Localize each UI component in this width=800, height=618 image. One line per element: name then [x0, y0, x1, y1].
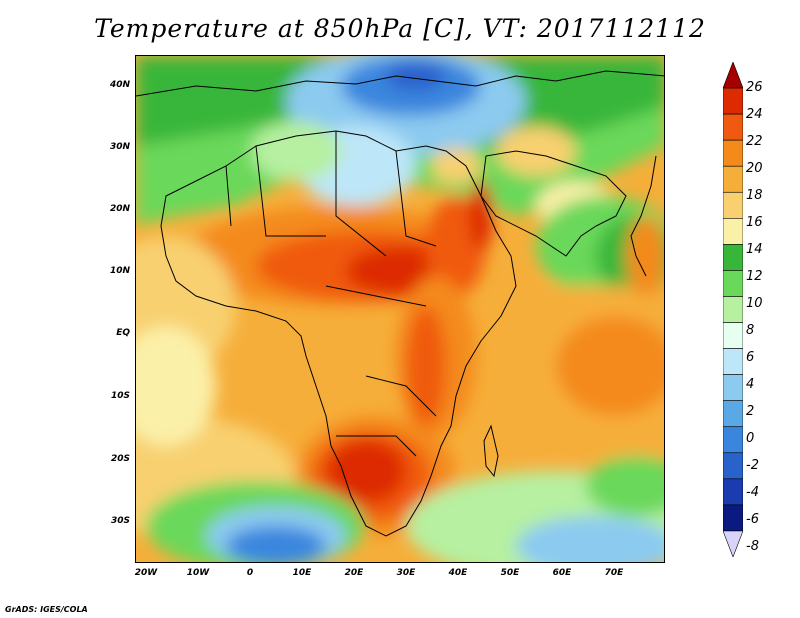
colorbar-label: 2: [746, 404, 755, 419]
lat-label-30n: 30N: [109, 142, 130, 152]
colorbar-swatch: [723, 322, 743, 349]
colorbar-top-triangle: [723, 62, 743, 89]
temperature-map: [135, 55, 665, 563]
colorbar-label: 20: [746, 161, 763, 176]
colorbar-label: 22: [746, 134, 763, 149]
colorbar-swatch: [723, 218, 743, 245]
colorbar-swatch: [723, 478, 743, 506]
colorbar-label: 16: [746, 215, 763, 230]
footer-credit: GrADS: IGES/COLA: [5, 605, 88, 614]
colorbar-bottom-triangle: [723, 530, 743, 557]
colorbar: [723, 62, 743, 557]
colorbar-swatch: [723, 165, 743, 193]
lon-label-60e: 60E: [552, 568, 572, 578]
colorbar-swatch: [723, 113, 743, 141]
colorbar-swatch: [723, 87, 743, 115]
colorbar-swatch: [723, 426, 743, 454]
colorbar-label: 10: [746, 296, 763, 311]
colorbar-swatch: [723, 244, 743, 271]
lon-label-30e: 30E: [396, 568, 416, 578]
colorbar-label: -2: [746, 458, 759, 473]
colorbar-swatch: [723, 296, 743, 323]
colorbar-label: 14: [746, 242, 763, 257]
lat-label-30s: 30S: [110, 516, 130, 526]
lon-label-0: 0: [246, 568, 254, 578]
colorbar-swatch: [723, 270, 743, 297]
colorbar-swatch: [723, 452, 743, 480]
colorbar-label: 18: [746, 188, 763, 203]
lat-label-20s: 20S: [110, 454, 130, 464]
colorbar-label: 6: [746, 350, 755, 365]
colorbar-swatch: [723, 504, 743, 532]
chart-title: Temperature at 850hPa [C], VT: 201711211…: [94, 14, 706, 43]
lon-label-20w: 20W: [134, 568, 158, 578]
lon-label-10w: 10W: [186, 568, 210, 578]
colorbar-label: -6: [746, 512, 759, 527]
lon-label-20e: 20E: [344, 568, 364, 578]
colorbar-swatch: [723, 374, 743, 401]
lat-label-10n: 10N: [109, 266, 130, 276]
colorbar-label: -4: [746, 485, 759, 500]
colorbar-label: 8: [746, 323, 755, 338]
lon-label-10e: 10E: [292, 568, 312, 578]
coastline-lines: [136, 70, 664, 537]
lon-label-50e: 50E: [500, 568, 520, 578]
colorbar-label: -8: [746, 539, 759, 554]
lon-label-40e: 40E: [448, 568, 468, 578]
map-canvas: [136, 56, 664, 562]
colorbar-label: 26: [746, 80, 763, 95]
colorbar-swatch: [723, 400, 743, 428]
lon-label-70e: 70E: [604, 568, 624, 578]
colorbar-label: 12: [746, 269, 763, 284]
colorbar-label: 0: [746, 431, 755, 446]
colorbar-label: 24: [746, 107, 763, 122]
lat-label-10s: 10S: [110, 391, 130, 401]
colorbar-label: 4: [746, 377, 755, 392]
colorbar-swatch: [723, 191, 743, 219]
lat-label-eq: EQ: [116, 328, 130, 338]
lat-label-40n: 40N: [109, 80, 130, 90]
colorbar-swatch: [723, 139, 743, 167]
colorbar-swatch: [723, 348, 743, 375]
lat-label-20n: 20N: [109, 204, 130, 214]
